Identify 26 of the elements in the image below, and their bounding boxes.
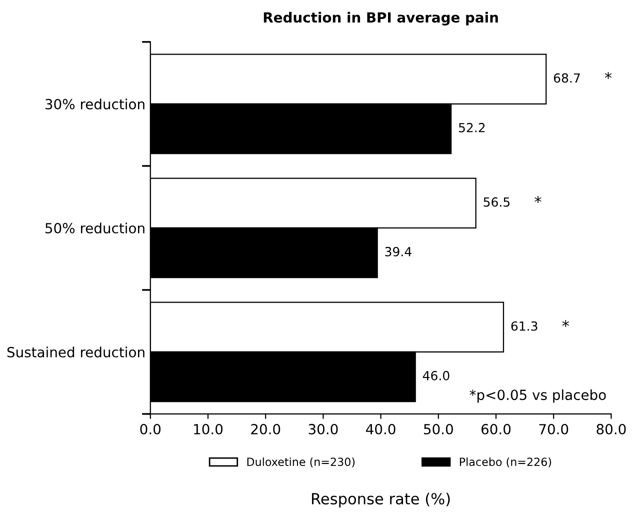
x-tick-label: 70.0 — [539, 424, 568, 434]
data-label: 56.5 — [484, 197, 510, 207]
x-axis-title: Response rate (%) — [312, 492, 450, 508]
annotation: * — [562, 320, 570, 327]
x-tick-label: 80.0 — [596, 424, 626, 434]
data-label: 68.7 — [554, 73, 580, 83]
y-tick-label: 50% reduction — [46, 222, 144, 234]
x-tick-label: 40.0 — [366, 424, 396, 434]
x-tick-label: 60.0 — [482, 424, 511, 434]
y-tick-label: 30% reduction — [46, 98, 144, 110]
data-label: 46.0 — [422, 370, 450, 380]
y-tick-label: Sustained reduction — [7, 346, 144, 358]
x-tick-label: 50.0 — [424, 424, 453, 434]
x-tick-label: 20.0 — [251, 424, 280, 434]
legend-label: Placebo (n=226) — [460, 457, 552, 468]
annotation: * — [604, 72, 612, 79]
data-label: 39.4 — [385, 246, 412, 256]
chart-title: Reduction in BPI average pain — [264, 12, 498, 26]
annotation: *p<0.05 vs placebo — [470, 389, 606, 403]
x-tick-label: 30.0 — [308, 424, 338, 434]
data-label: 52.2 — [458, 122, 485, 132]
data-label: 61.3 — [511, 321, 538, 331]
x-tick-label: 0.0 — [140, 424, 161, 434]
annotation: * — [534, 196, 542, 203]
legend-label: Duloxetine (n=230) — [247, 457, 355, 468]
x-tick-label: 10.0 — [194, 424, 223, 434]
